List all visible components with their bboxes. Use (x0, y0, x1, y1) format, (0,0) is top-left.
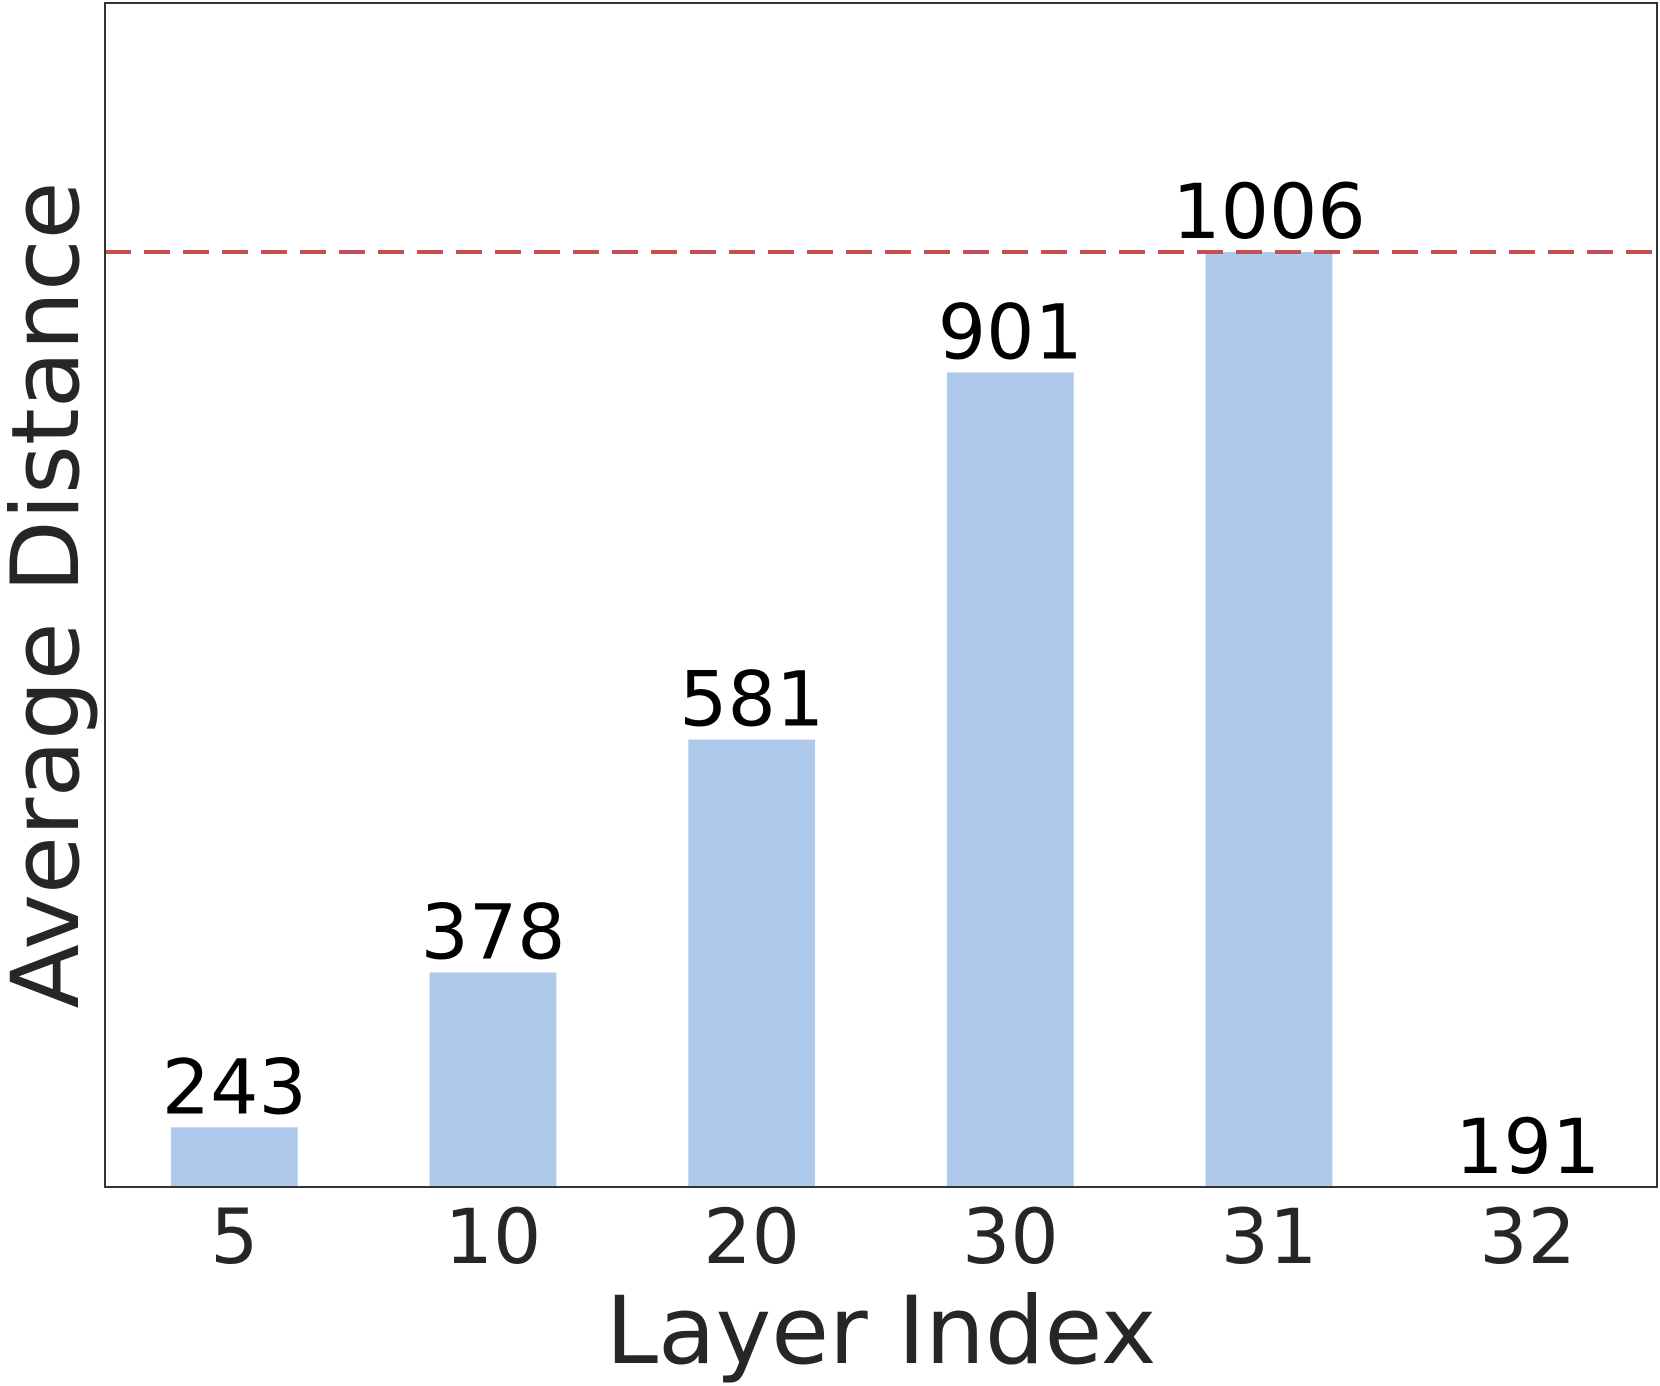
data-label-32: 191 (1455, 1102, 1600, 1191)
data-labels-group: 243 378 581 901 1006 191 (162, 167, 1600, 1191)
x-tick-label-5: 5 (210, 1192, 258, 1281)
bar-5 (170, 1127, 298, 1187)
data-label-31: 1006 (1172, 167, 1365, 256)
bar-10 (429, 972, 557, 1187)
bar-30 (946, 372, 1074, 1187)
x-tick-label-32: 32 (1479, 1192, 1576, 1281)
data-label-30: 901 (938, 287, 1083, 376)
bar-20 (688, 739, 816, 1187)
data-label-5: 243 (162, 1042, 307, 1131)
x-axis-title: Layer Index (606, 1277, 1157, 1386)
x-tick-label-10: 10 (445, 1192, 542, 1281)
y-axis-title: Average Distance (0, 182, 101, 1009)
x-tick-label-20: 20 (703, 1192, 800, 1281)
x-tick-labels-group: 5 10 20 30 31 32 (210, 1192, 1576, 1281)
x-tick-label-31: 31 (1221, 1192, 1318, 1281)
bars-group (170, 251, 1333, 1187)
data-label-10: 378 (420, 887, 565, 976)
bar-31 (1205, 251, 1333, 1187)
plot-frame (104, 2, 1658, 1188)
data-label-20: 581 (679, 655, 824, 744)
x-tick-label-30: 30 (962, 1192, 1059, 1281)
